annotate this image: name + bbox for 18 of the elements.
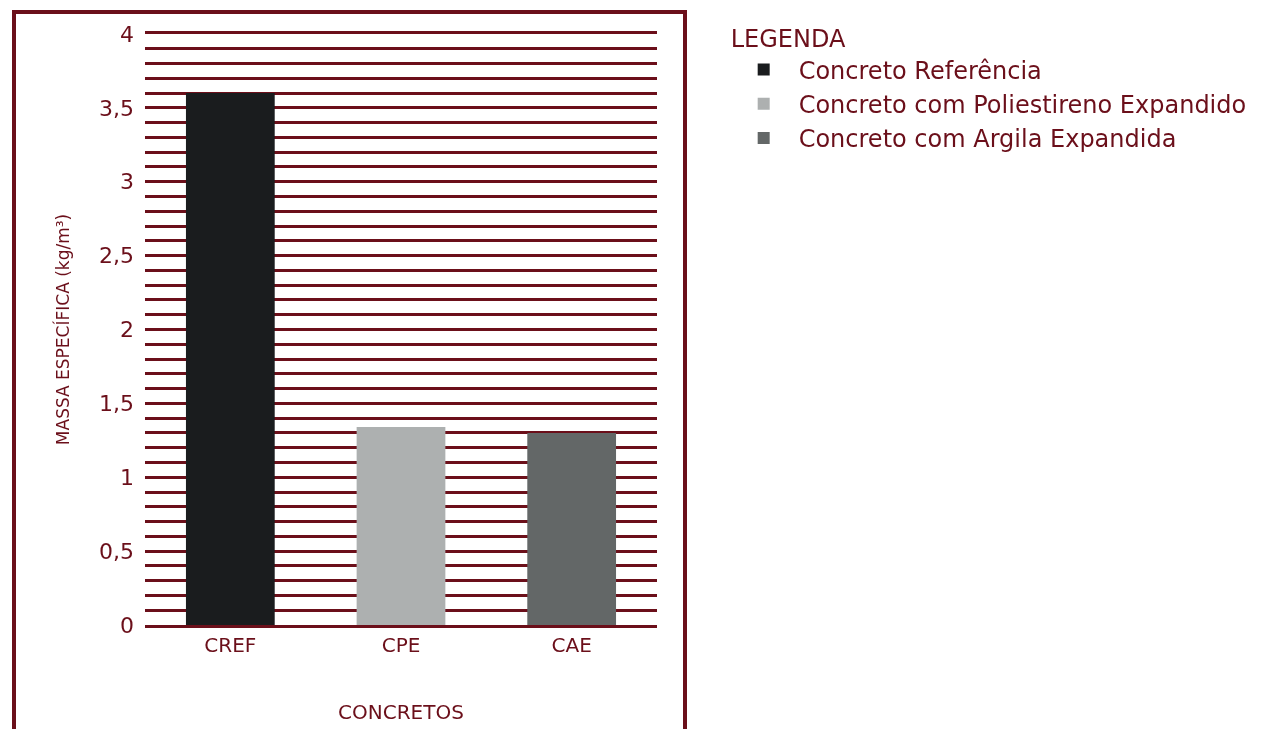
y-tick-label: 3 [120, 169, 134, 195]
y-tick-label: 0,5 [99, 538, 134, 564]
y-tick-label: 3,5 [99, 95, 134, 121]
legend-label: Concreto Referência [798, 56, 1042, 85]
y-tick-label: 2,5 [99, 243, 134, 269]
x-tick-label: CAE [551, 632, 592, 657]
x-axis-title: CONCRETOS [338, 700, 464, 725]
legend-label: Concreto com Poliestireno Expandido [798, 91, 1247, 120]
y-tick-label: 0 [120, 612, 134, 638]
y-tick-label: 1,5 [99, 391, 134, 417]
y-tick-label: 1 [120, 464, 134, 490]
legend-label: Concreto com Argila Expandida [798, 125, 1177, 154]
y-tick-label: 4 [120, 21, 134, 47]
y-tick-label: 2 [120, 317, 134, 343]
y-axis-title: MASSA ESPECÍFICA (kg/m³) [51, 213, 73, 446]
x-tick-label: CREF [204, 632, 257, 657]
legend-title: LEGENDA [730, 25, 846, 54]
x-tick-label: CPE [381, 632, 421, 657]
